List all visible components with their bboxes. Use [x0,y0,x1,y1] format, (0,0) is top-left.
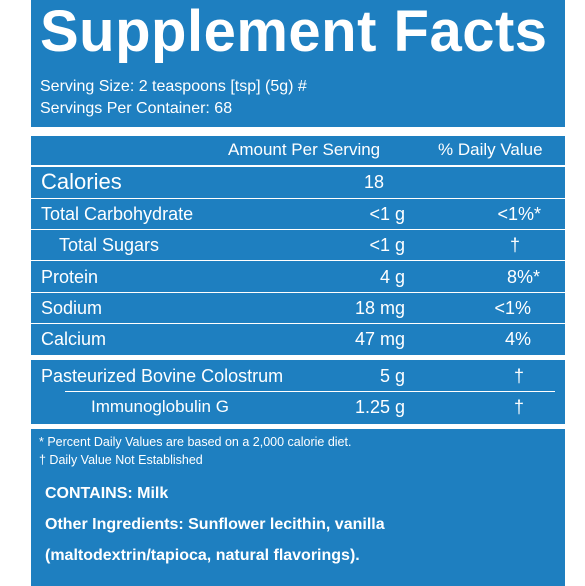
contains-statement: CONTAINS: Milk [45,485,169,502]
supplement-facts-panel: Supplement Facts Serving Size: 2 teaspoo… [31,0,565,586]
row-divider [31,292,565,293]
row-divider-indented [65,391,555,392]
serving-size: Serving Size: 2 teaspoons [tsp] (5g) # [40,78,307,95]
row-divider [31,260,565,261]
row-calcium-amount: 47 mg [354,329,405,349]
row-divider [31,229,565,230]
row-sodium-amount: 18 mg [354,298,405,318]
panel-title: Supplement Facts [40,0,548,64]
row-immunoglobulin-label: Immunoglobulin G [91,397,229,416]
row-total-carbohydrate-amount: <1 g [369,204,405,224]
footnote-percent-dv: * Percent Daily Values are based on a 2,… [39,435,352,449]
daily-value-header: % Daily Value [438,140,543,159]
row-colostrum-label: Pasteurized Bovine Colostrum [41,366,284,386]
servings-per-container: Servings Per Container: 68 [40,100,233,117]
row-immunoglobulin-amount: 1.25 g [354,397,405,417]
row-colostrum-amount: 5 g [379,366,405,386]
row-calcium-label: Calcium [41,329,107,349]
row-divider [31,198,565,199]
thick-divider-bottom [31,424,565,429]
footnote-dagger: † Daily Value Not Established [39,453,203,467]
row-total-sugars-amount: <1 g [369,235,405,255]
row-protein-label: Protein [41,267,99,287]
other-ingredients-line1: Other Ingredients: Sunflower lecithin, v… [45,516,385,533]
row-divider [31,323,565,324]
header-divider [31,165,565,167]
row-sodium-dv: <1% [494,298,531,318]
row-calcium-dv: 4% [504,329,531,349]
row-protein-amount: 4 g [379,267,405,287]
thick-divider-top [31,127,565,136]
amount-per-serving-header: Amount Per Serving [228,140,381,159]
row-calories-amount: 18 [363,172,384,192]
row-total-sugars-label: Total Sugars [59,235,160,255]
row-colostrum-dv: † [513,366,524,386]
row-calories-label: Calories [41,169,122,194]
thick-divider-middle [31,355,565,360]
row-total-carbohydrate-label: Total Carbohydrate [41,204,194,224]
other-ingredients-line2: (maltodextrin/tapioca, natural flavoring… [45,547,360,564]
row-protein-dv: 8%* [506,267,540,287]
row-total-carbohydrate-dv: <1%* [497,204,541,224]
row-sodium-label: Sodium [41,298,103,318]
row-total-sugars-dv: † [509,235,520,255]
row-immunoglobulin-dv: † [513,397,524,417]
